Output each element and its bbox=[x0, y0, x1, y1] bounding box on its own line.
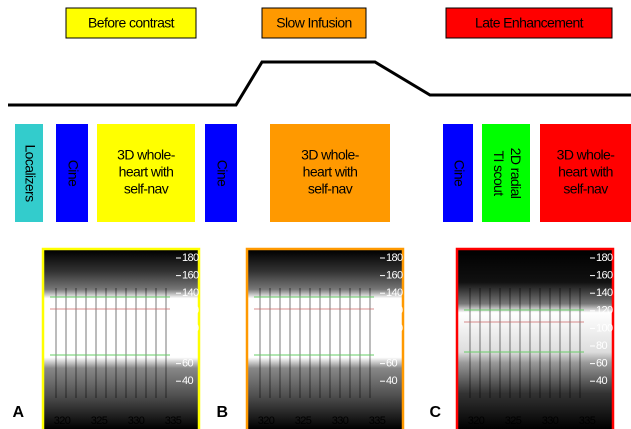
x-tick-label: 325 bbox=[295, 415, 312, 427]
y-tick-label: 120 bbox=[596, 305, 613, 317]
contrast-curve bbox=[8, 62, 631, 105]
panel-image bbox=[458, 250, 612, 429]
y-tick-label: 160 bbox=[386, 270, 403, 282]
x-tick-label: 325 bbox=[505, 415, 522, 427]
y-tick-label: 60 bbox=[596, 358, 608, 370]
block-label: Cine bbox=[451, 160, 467, 187]
block-label: 3D whole- bbox=[117, 147, 176, 163]
x-tick-label: 335 bbox=[579, 415, 596, 427]
block-label: self-nav bbox=[124, 181, 169, 197]
block-label: self-nav bbox=[308, 181, 353, 197]
y-tick-label: 100 bbox=[386, 322, 403, 334]
block-label: Cine bbox=[214, 160, 230, 187]
x-tick-label: 330 bbox=[542, 415, 559, 427]
block-label: 3D whole- bbox=[301, 147, 360, 163]
panel-label: C bbox=[430, 404, 442, 421]
y-tick-label: 40 bbox=[386, 375, 398, 387]
y-tick-label: 40 bbox=[596, 375, 608, 387]
phase-label: Late Enhancement bbox=[475, 15, 584, 31]
block-label: heart with bbox=[558, 164, 613, 180]
y-tick-label: 60 bbox=[386, 358, 398, 370]
y-tick-label: 80 bbox=[182, 340, 194, 352]
y-tick-label: 180 bbox=[386, 252, 403, 264]
y-tick-label: 120 bbox=[386, 305, 403, 317]
block-label: 3D whole- bbox=[557, 147, 616, 163]
x-tick-label: 330 bbox=[128, 415, 145, 427]
x-tick-label: 320 bbox=[468, 415, 485, 427]
y-tick-label: 140 bbox=[182, 287, 199, 299]
block-label: heart with bbox=[303, 164, 358, 180]
y-tick-label: 180 bbox=[596, 252, 613, 264]
block-label: Cine bbox=[65, 160, 81, 187]
panel-image bbox=[248, 250, 402, 429]
panel-image bbox=[44, 250, 198, 429]
y-tick-label: 80 bbox=[386, 340, 398, 352]
block-label: TI scout bbox=[491, 151, 507, 197]
y-tick-label: 160 bbox=[596, 270, 613, 282]
block-label: heart with bbox=[119, 164, 174, 180]
x-tick-label: 335 bbox=[165, 415, 182, 427]
y-tick-label: 100 bbox=[596, 322, 613, 334]
protocol-diagram: Before contrast Slow Infusion Late Enhance… bbox=[0, 0, 631, 429]
block-label: 2D radial bbox=[508, 148, 524, 199]
x-tick-label: 325 bbox=[91, 415, 108, 427]
y-tick-label: 100 bbox=[182, 322, 199, 334]
y-tick-label: 40 bbox=[182, 375, 194, 387]
y-tick-label: 160 bbox=[182, 270, 199, 282]
x-tick-label: 330 bbox=[332, 415, 349, 427]
y-tick-label: 80 bbox=[596, 340, 608, 352]
y-tick-label: 180 bbox=[182, 252, 199, 264]
phase-label: Slow Infusion bbox=[276, 15, 351, 31]
panel-label: A bbox=[13, 404, 25, 421]
y-tick-label: 60 bbox=[182, 358, 194, 370]
x-tick-label: 320 bbox=[258, 415, 275, 427]
y-tick-label: 140 bbox=[386, 287, 403, 299]
block-label: Localizers bbox=[22, 144, 38, 202]
block-label: self-nav bbox=[563, 181, 608, 197]
x-tick-label: 335 bbox=[369, 415, 386, 427]
phase-label: Before contrast bbox=[88, 15, 175, 31]
x-tick-label: 320 bbox=[54, 415, 71, 427]
y-tick-label: 140 bbox=[596, 287, 613, 299]
y-tick-label: 120 bbox=[182, 305, 199, 317]
panel-label: B bbox=[217, 404, 228, 421]
